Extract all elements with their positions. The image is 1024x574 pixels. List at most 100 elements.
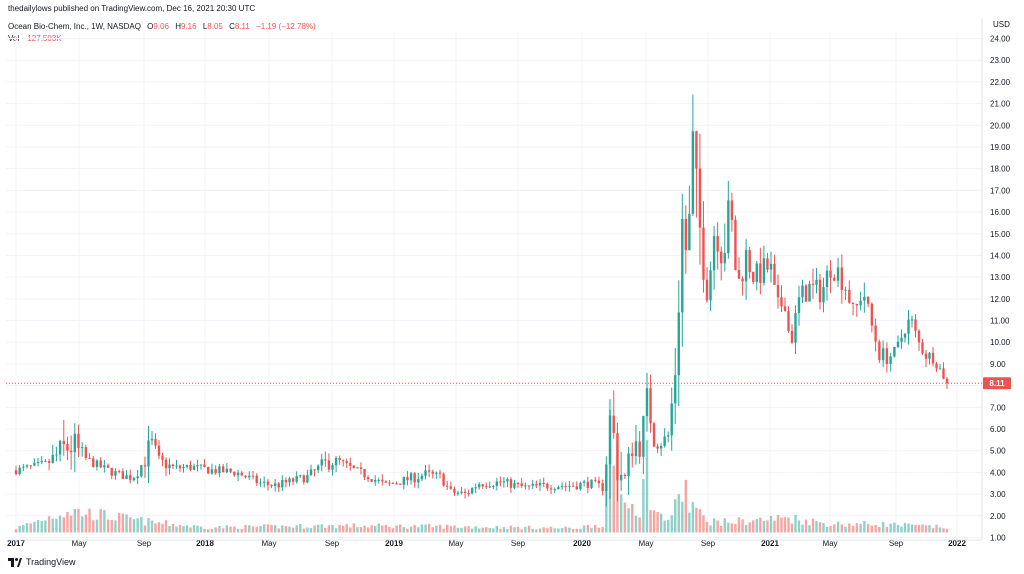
volume-bar — [36, 519, 40, 533]
volume-bar — [281, 525, 284, 533]
candle-body — [730, 200, 734, 220]
candle-body — [935, 363, 938, 369]
candle-body — [631, 453, 634, 457]
candle-body — [117, 471, 121, 473]
candle-body — [698, 168, 702, 228]
x-tick-label: Sep — [325, 539, 340, 548]
volume-bar — [77, 508, 80, 533]
y-tick-label: 7.00 — [990, 403, 1006, 412]
currency-label: USD — [993, 20, 1010, 29]
volume-bar — [154, 523, 157, 533]
volume-bar — [306, 527, 309, 533]
candle-body — [168, 464, 171, 469]
candle-body — [150, 438, 154, 441]
x-tick-label: Sep — [511, 539, 526, 548]
volume-bar — [291, 527, 295, 533]
candle-body — [44, 461, 47, 463]
volume-bar — [324, 527, 327, 533]
candle-body — [199, 464, 203, 466]
candle-body — [659, 445, 663, 449]
y-tick-label: 20.00 — [990, 121, 1011, 130]
candle-body — [316, 465, 320, 471]
candle-body — [557, 487, 560, 490]
candle-body — [863, 296, 866, 301]
volume-bar — [438, 524, 442, 533]
candle-body — [712, 236, 716, 271]
volume-bar — [302, 528, 306, 533]
volume-bar — [797, 520, 801, 533]
volume-bar — [55, 518, 58, 533]
volume-bar — [456, 527, 460, 533]
tradingview-footer[interactable]: TradingView — [8, 557, 76, 567]
volume-bar — [833, 524, 836, 533]
volume-bar — [460, 527, 463, 533]
candle-body — [22, 466, 25, 468]
volume-bar — [564, 526, 567, 533]
volume-bar — [822, 522, 825, 533]
volume-bar — [527, 525, 531, 533]
candle-body — [470, 488, 474, 494]
volume-bar — [196, 525, 199, 533]
candle-body — [352, 465, 356, 468]
volume-bar — [446, 524, 449, 533]
volume-bar — [945, 528, 949, 533]
volume-bar — [313, 525, 316, 533]
volume-bar — [58, 515, 62, 533]
volume-bar — [218, 526, 221, 533]
candle-body — [14, 470, 18, 475]
volume-bar — [185, 525, 189, 533]
candle-body — [748, 249, 751, 273]
volume-bar — [199, 526, 203, 533]
candle-body — [463, 491, 467, 493]
volume-bar — [427, 524, 431, 533]
volume-bar — [277, 528, 280, 533]
volume-bar — [769, 515, 773, 533]
volume-bar — [748, 522, 751, 533]
y-tick-label: 13.00 — [990, 273, 1011, 282]
candle-body — [780, 297, 783, 307]
high-label: H — [175, 22, 181, 31]
y-tick-label: 21.00 — [990, 100, 1011, 109]
candle-body — [840, 267, 844, 291]
candle-body — [331, 465, 334, 470]
candle-body — [804, 285, 808, 302]
candle-body — [449, 486, 453, 489]
x-tick-label: 2021 — [761, 539, 779, 548]
volume-bar — [114, 520, 117, 533]
volume-bar — [513, 527, 516, 533]
volume-bar — [586, 524, 590, 533]
candle-body — [453, 488, 456, 493]
volume-bar — [924, 525, 928, 533]
volume-bar — [557, 528, 560, 533]
volume-bar — [384, 524, 388, 533]
candle-body — [218, 466, 221, 474]
candle-body — [586, 481, 590, 488]
volume-bar — [752, 520, 755, 533]
candle-body — [263, 481, 266, 483]
volume-bar — [388, 526, 391, 533]
volume-bar — [594, 524, 597, 533]
volume-bar — [851, 525, 855, 533]
candle-body — [178, 465, 182, 469]
volume-bar — [431, 527, 434, 533]
volume-bar — [509, 525, 513, 533]
candle-body — [302, 475, 306, 483]
candle-body — [513, 483, 516, 488]
volume-bar — [103, 510, 106, 533]
y-tick-label: 4.00 — [990, 468, 1006, 477]
volume-bar — [140, 516, 143, 533]
volume-bar — [453, 525, 456, 533]
candle-body — [88, 457, 91, 459]
candle-body — [808, 283, 811, 302]
volume-bar — [794, 514, 797, 533]
volume-bar — [309, 527, 313, 533]
candle-body — [477, 484, 481, 488]
candle-body — [495, 481, 499, 487]
x-tick-label: 2017 — [7, 539, 25, 548]
x-tick-label: 2022 — [948, 539, 966, 548]
candle-body — [531, 483, 534, 486]
x-tick-label: May — [71, 539, 86, 548]
volume-bar — [776, 515, 780, 533]
candle-body — [553, 489, 556, 491]
